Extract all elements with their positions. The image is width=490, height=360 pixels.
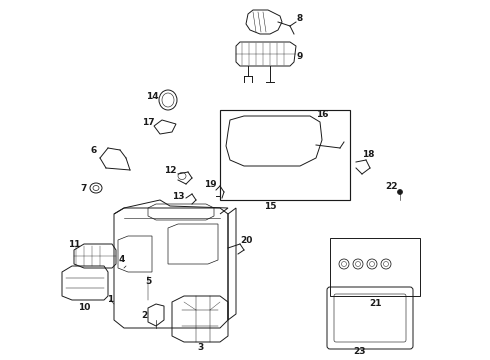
Text: 14: 14 (146, 91, 158, 100)
Text: 20: 20 (240, 235, 252, 244)
Text: 18: 18 (362, 149, 374, 158)
Text: 21: 21 (369, 300, 381, 309)
Text: 22: 22 (386, 181, 398, 190)
Text: 23: 23 (354, 347, 366, 356)
Text: 6: 6 (91, 145, 97, 154)
Text: 8: 8 (297, 14, 303, 23)
Text: 4: 4 (119, 256, 125, 265)
Text: 9: 9 (297, 51, 303, 60)
Text: 12: 12 (164, 166, 176, 175)
Text: 13: 13 (172, 192, 184, 201)
Text: 17: 17 (142, 117, 154, 126)
Text: 2: 2 (141, 311, 147, 320)
Text: 3: 3 (197, 343, 203, 352)
Text: 5: 5 (145, 278, 151, 287)
Text: 19: 19 (204, 180, 216, 189)
Text: 11: 11 (68, 239, 80, 248)
Text: 16: 16 (316, 109, 328, 118)
Text: 10: 10 (78, 303, 90, 312)
Text: 7: 7 (81, 184, 87, 193)
Ellipse shape (397, 189, 402, 194)
Text: 15: 15 (264, 202, 276, 211)
Text: 1: 1 (107, 296, 113, 305)
